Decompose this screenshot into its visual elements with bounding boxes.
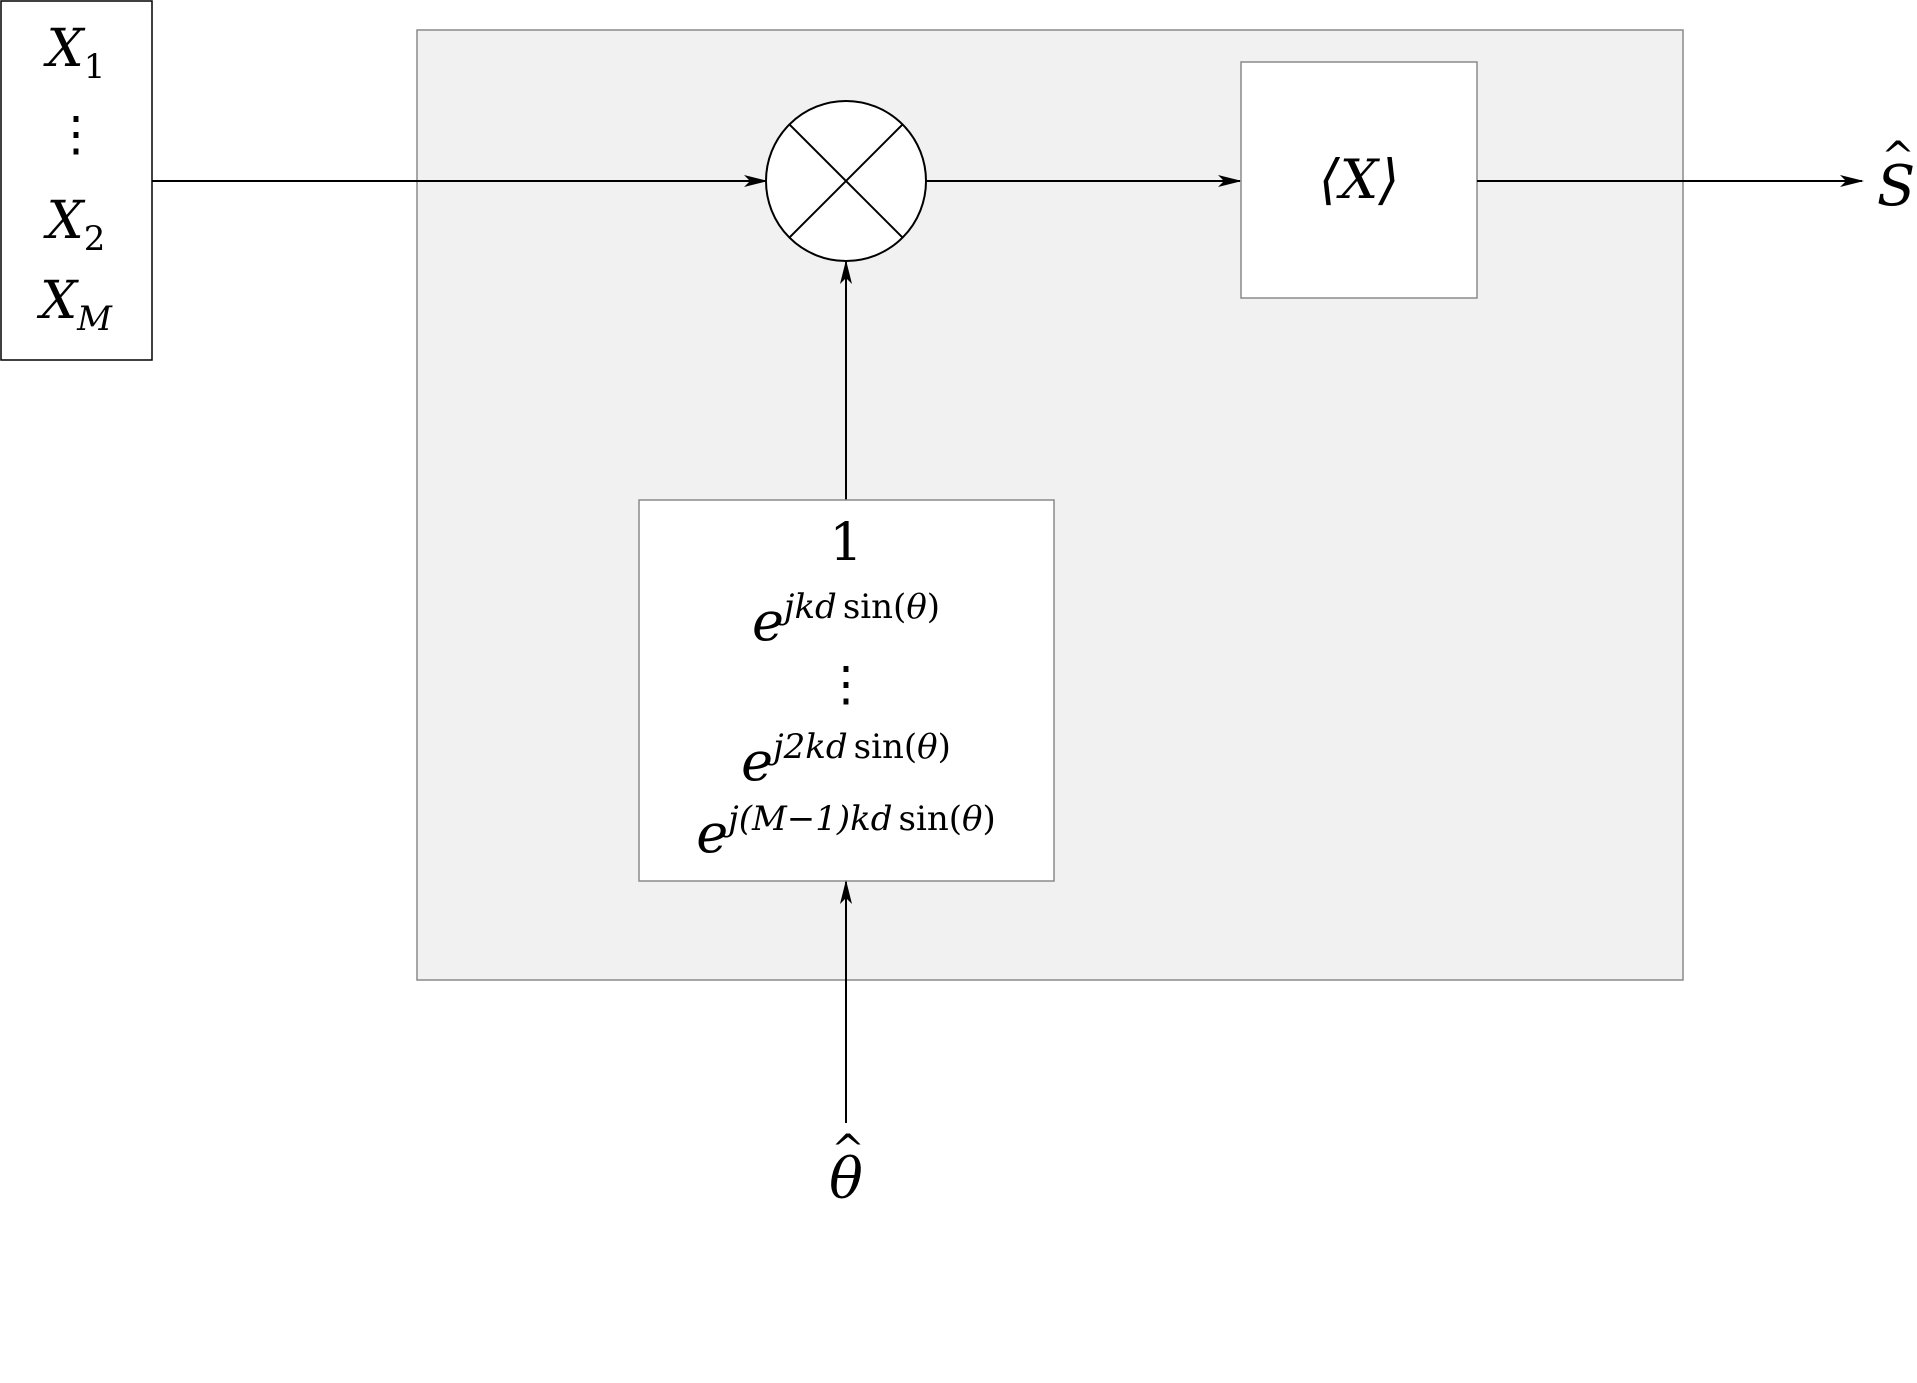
theta-hat-label: θ ^ xyxy=(829,1127,865,1212)
svg-text:^: ^ xyxy=(831,1127,865,1173)
output-s-hat-label: S ^ xyxy=(1877,134,1915,219)
svg-text:^: ^ xyxy=(1881,134,1915,180)
steering-vdots: ⋮ xyxy=(822,656,870,712)
average-label: ⟨X⟩ xyxy=(1319,148,1400,211)
steering-row-2: ej2kd sin(θ) xyxy=(741,727,951,793)
steering-row-1: ejkd sin(θ) xyxy=(752,587,940,653)
input-x1-label: X1 xyxy=(43,19,106,87)
steering-first-entry: 1 xyxy=(829,513,862,573)
input-xm-label: XM xyxy=(36,271,113,339)
svg-text:θ: θ xyxy=(829,1147,863,1212)
average-block: ⟨X⟩ xyxy=(1240,61,1478,299)
steering-row-m: ej(M−1)kd sin(θ) xyxy=(696,799,996,865)
input-vector-box: X1 ⋮ X2 XM xyxy=(0,0,153,361)
steering-vector-box: 1 ejkd sin(θ) ⋮ ej2kd sin(θ) ej(M−1)kd sin(… xyxy=(638,499,1055,882)
svg-text:S: S xyxy=(1877,154,1915,219)
input-x2-label: X2 xyxy=(43,191,106,259)
multiplier-node xyxy=(765,100,927,262)
input-vdots-label: ⋮ xyxy=(52,106,100,162)
